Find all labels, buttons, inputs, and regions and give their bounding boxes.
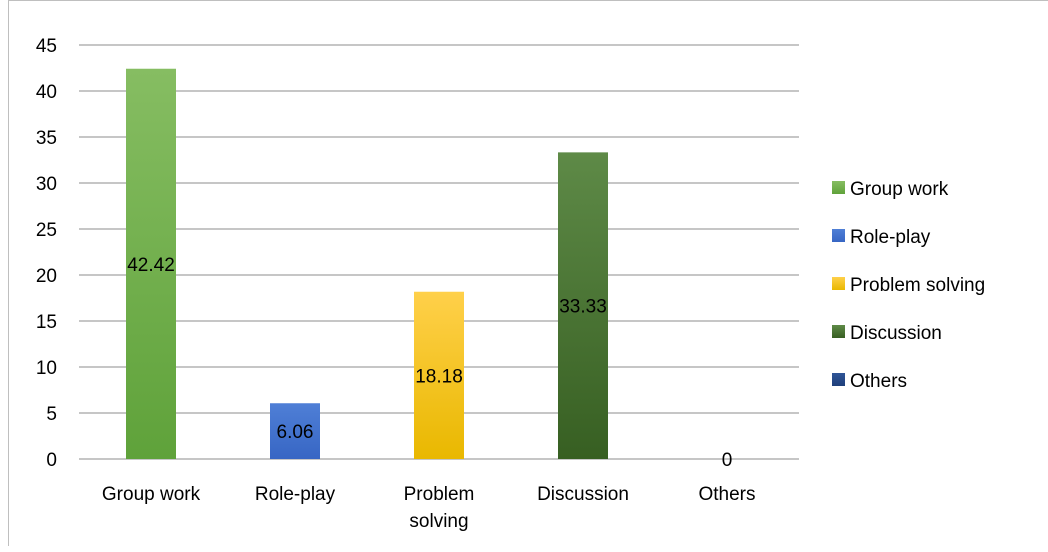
x-tick-label: Group work [102,484,201,505]
y-axis-ticks: 0 5 10 15 20 25 30 35 40 45 [36,36,57,471]
bar [270,403,320,459]
y-tick-label: 5 [46,404,57,425]
y-tick-label: 30 [36,174,57,195]
bar [126,68,176,460]
bars [126,68,608,460]
data-label: 33.33 [559,297,607,318]
y-tick-label: 0 [46,450,57,471]
x-axis-ticks: Group work Role-play Problem solving Discuss… [102,484,756,532]
y-tick-label: 10 [36,358,57,379]
data-label: 0 [722,450,733,471]
x-tick-label: Role-play [255,484,336,505]
legend-label: Others [850,371,907,392]
data-labels: 42.42 6.06 18.18 33.33 0 [127,255,732,471]
bar [558,152,608,459]
data-label: 42.42 [127,255,175,276]
legend-label: Role-play [850,227,931,248]
y-tick-label: 25 [36,220,57,241]
x-tick-label: Problem solving [404,484,475,532]
legend-swatch [832,229,845,242]
data-label: 6.06 [277,422,314,443]
bar-chart: 0 5 10 15 20 25 30 35 40 45 42.42 6.06 18.18 33.33 0 … [36,36,985,532]
x-tick-label: Discussion [537,484,629,505]
legend-swatch [832,325,845,338]
x-tick-label: Others [698,484,755,505]
legend-swatch [832,277,845,290]
bar [414,291,464,459]
y-tick-label: 40 [36,82,57,103]
y-tick-label: 20 [36,266,57,287]
chart-frame: 0 5 10 15 20 25 30 35 40 45 42.42 6.06 18.18 33.33 0 … [8,0,1048,546]
legend-label: Group work [850,179,949,200]
gridlines [79,44,799,460]
y-tick-label: 15 [36,312,57,333]
legend-swatch [832,373,845,386]
y-tick-label: 35 [36,128,57,149]
y-tick-label: 45 [36,36,57,57]
legend-label: Problem solving [850,275,985,296]
legend-label: Discussion [850,323,942,344]
data-label: 18.18 [415,366,463,387]
legend: Group work Role-play Problem solving Discus… [832,179,985,392]
legend-swatch [832,181,845,194]
